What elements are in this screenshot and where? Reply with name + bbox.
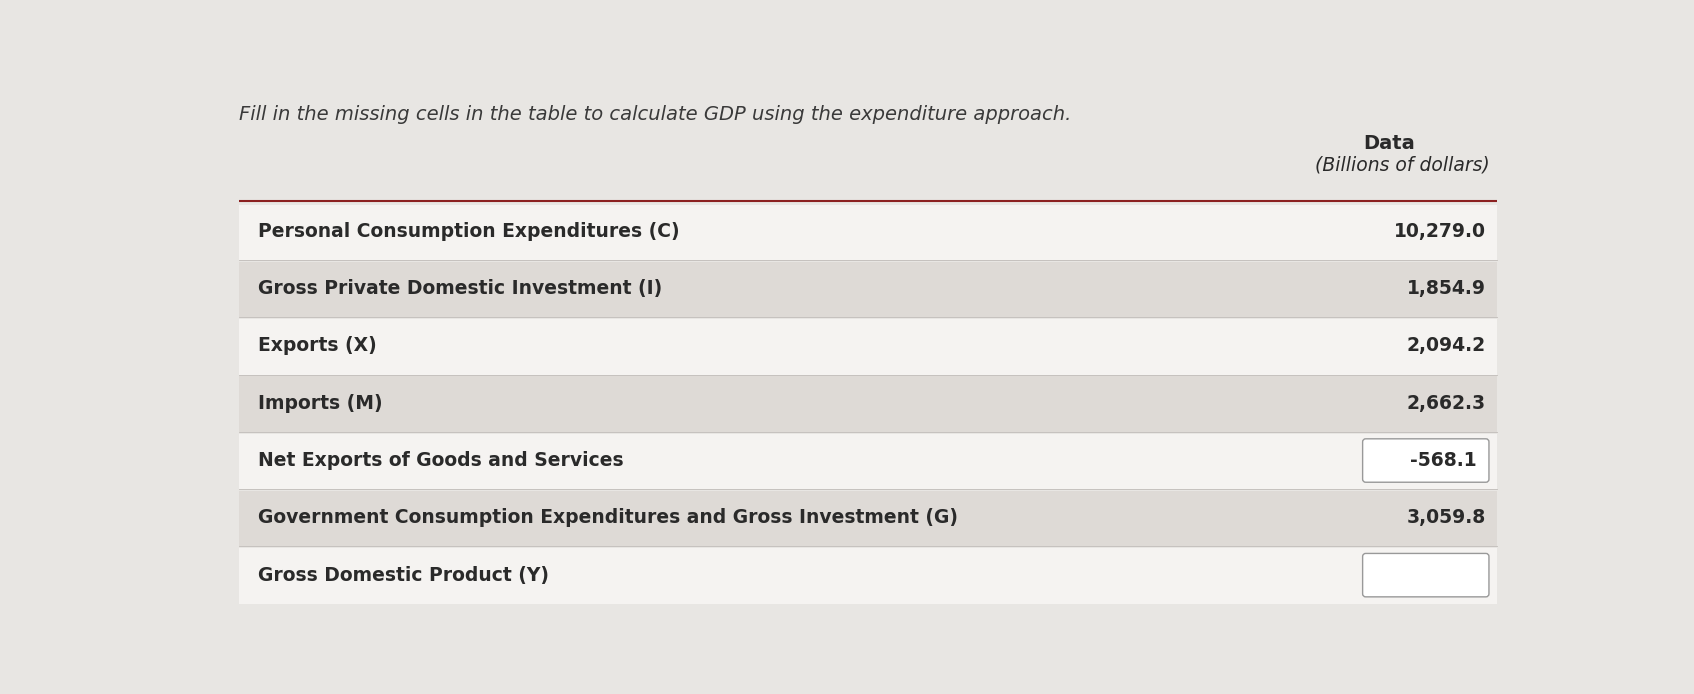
Text: 2,662.3: 2,662.3 [1406,393,1486,413]
Text: 1,854.9: 1,854.9 [1406,279,1486,298]
Text: 3,059.8: 3,059.8 [1406,508,1486,527]
Bar [239,319,1497,375]
Text: 2,094.2: 2,094.2 [1406,337,1486,355]
Text: Fill in the missing cells in the table to calculate GDP using the expenditure ap: Fill in the missing cells in the table t… [239,105,1071,124]
Bar [239,434,1497,489]
Text: Exports (X): Exports (X) [257,337,378,355]
Text: Gross Domestic Product (Y): Gross Domestic Product (Y) [257,566,549,584]
Bar [239,262,1497,317]
Text: (Billions of dollars): (Billions of dollars) [1315,155,1489,174]
Text: Imports (M): Imports (M) [257,393,383,413]
Bar [239,548,1497,604]
Bar [239,376,1497,432]
Text: Government Consumption Expenditures and Gross Investment (G): Government Consumption Expenditures and … [257,508,959,527]
Text: Personal Consumption Expenditures (C): Personal Consumption Expenditures (C) [257,222,679,241]
Text: Data: Data [1364,133,1414,153]
FancyBboxPatch shape [1362,439,1489,482]
Text: Net Exports of Goods and Services: Net Exports of Goods and Services [257,451,623,470]
Text: 10,279.0: 10,279.0 [1394,222,1486,241]
Text: Gross Private Domestic Investment (I): Gross Private Domestic Investment (I) [257,279,662,298]
Bar [239,491,1497,546]
FancyBboxPatch shape [1362,553,1489,597]
Bar [239,205,1497,260]
Text: -568.1: -568.1 [1409,451,1477,470]
